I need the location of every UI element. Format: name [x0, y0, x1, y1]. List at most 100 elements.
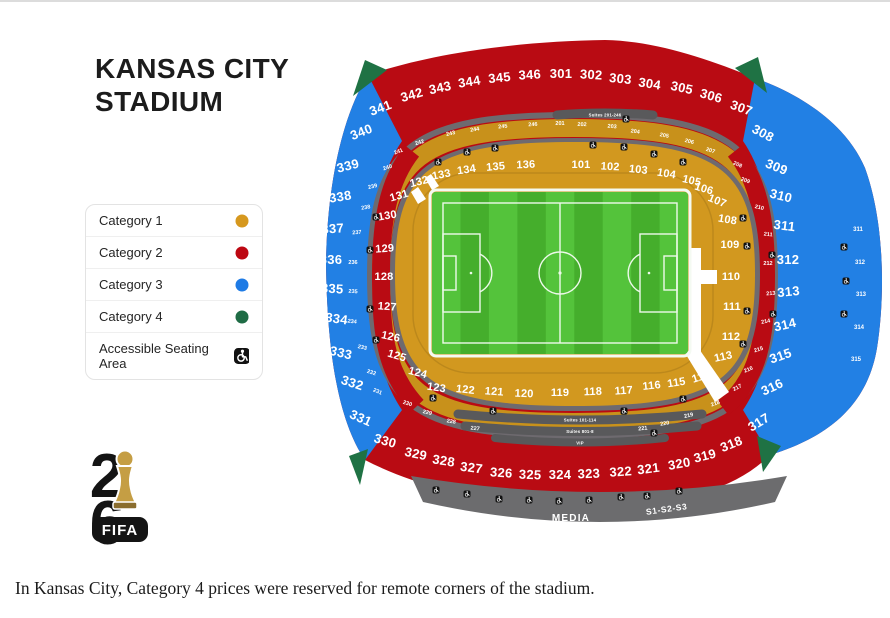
section-325[interactable]: 325	[519, 467, 542, 483]
section-230[interactable]: 230	[402, 400, 413, 408]
section-245[interactable]: 245	[498, 124, 508, 131]
section-321[interactable]: 321	[636, 460, 660, 478]
section-105[interactable]: 105	[681, 173, 702, 189]
section-218[interactable]: 218	[710, 400, 721, 409]
section-231[interactable]: 231	[372, 388, 383, 397]
section-345[interactable]: 345	[488, 69, 512, 86]
section-205[interactable]: 205	[659, 132, 669, 140]
section-246[interactable]: 246	[528, 122, 537, 128]
section-114[interactable]: 114	[690, 368, 712, 385]
section-243[interactable]: 243	[446, 130, 456, 138]
section-237[interactable]: 237	[352, 230, 362, 237]
section-130[interactable]: 130	[377, 208, 398, 223]
section-127[interactable]: 127	[377, 300, 397, 313]
category4-corner-bottom-right[interactable]	[757, 436, 781, 472]
section-234[interactable]: 234	[347, 318, 358, 325]
section-215[interactable]: 215	[753, 346, 764, 354]
section-341[interactable]: 341	[367, 97, 393, 119]
section-135[interactable]: 135	[486, 160, 506, 174]
section-104[interactable]: 104	[656, 167, 677, 182]
section-136[interactable]: 136	[516, 159, 535, 172]
section-122[interactable]: 122	[455, 383, 475, 397]
section-209[interactable]: 209	[740, 177, 751, 186]
section-302[interactable]: 302	[580, 66, 603, 82]
section-203[interactable]: 203	[607, 124, 617, 131]
section-301[interactable]: 301	[550, 66, 573, 81]
section-126[interactable]: 126	[380, 329, 401, 345]
section-305[interactable]: 305	[669, 78, 694, 97]
section-344[interactable]: 344	[457, 72, 482, 90]
section-343[interactable]: 343	[427, 78, 452, 97]
section-220[interactable]: 220	[660, 420, 670, 427]
section-311[interactable]: 311	[773, 217, 797, 235]
section-129[interactable]: 129	[375, 242, 395, 255]
section-303[interactable]: 303	[608, 70, 632, 87]
section-307[interactable]: 307	[728, 97, 754, 119]
section-314[interactable]: 314	[772, 315, 798, 335]
section-103[interactable]: 103	[628, 163, 648, 177]
section-216[interactable]: 216	[743, 366, 754, 375]
section-227[interactable]: 227	[470, 426, 480, 433]
section-338[interactable]: 338	[328, 187, 353, 205]
section-241[interactable]: 241	[393, 148, 404, 157]
category3-wedge-right[interactable]	[743, 78, 882, 455]
section-102[interactable]: 102	[600, 161, 620, 174]
section-221[interactable]: 221	[638, 426, 648, 433]
section-228[interactable]: 228	[446, 418, 456, 425]
section-326[interactable]: 326	[490, 464, 514, 481]
section-207[interactable]: 207	[705, 147, 716, 156]
section-211[interactable]: 211	[763, 232, 772, 239]
section-120[interactable]: 120	[514, 388, 533, 401]
section-217[interactable]: 217	[732, 383, 743, 393]
section-118[interactable]: 118	[584, 386, 603, 399]
section-210[interactable]: 210	[754, 204, 764, 212]
section-116[interactable]: 116	[642, 379, 662, 393]
section-124[interactable]: 124	[407, 365, 429, 381]
section-208[interactable]: 208	[732, 160, 743, 169]
section-339[interactable]: 339	[335, 156, 361, 176]
category4-corner-top-left[interactable]	[353, 60, 387, 96]
section-229[interactable]: 229	[422, 409, 432, 417]
section-312[interactable]: 312	[777, 252, 800, 267]
section-319[interactable]: 319	[692, 446, 718, 466]
section-233[interactable]: 233	[357, 344, 367, 352]
section-232[interactable]: 232	[366, 369, 377, 377]
section-outer-314[interactable]: 314	[854, 325, 865, 331]
section-125[interactable]: 125	[386, 348, 408, 365]
section-332[interactable]: 332	[339, 372, 365, 393]
section-110[interactable]: 110	[722, 271, 740, 283]
section-131[interactable]: 131	[388, 188, 410, 205]
section-335[interactable]: 335	[325, 280, 344, 296]
section-235[interactable]: 235	[348, 289, 357, 295]
section-304[interactable]: 304	[637, 74, 662, 92]
section-327[interactable]: 327	[459, 459, 483, 477]
section-outer-315[interactable]: 315	[851, 357, 862, 363]
section-112[interactable]: 112	[722, 331, 740, 343]
section-236[interactable]: 236	[348, 260, 357, 266]
section-337[interactable]: 337	[325, 220, 344, 237]
section-108[interactable]: 108	[717, 212, 738, 227]
section-242[interactable]: 242	[414, 139, 424, 147]
section-239[interactable]: 239	[368, 183, 378, 191]
section-outer-312[interactable]: 312	[855, 260, 866, 266]
section-101[interactable]: 101	[572, 159, 591, 171]
section-123[interactable]: 123	[426, 381, 446, 396]
section-219[interactable]: 219	[684, 412, 694, 420]
section-119[interactable]: 119	[551, 387, 569, 399]
section-133[interactable]: 133	[431, 167, 452, 182]
section-333[interactable]: 333	[328, 343, 353, 363]
section-204[interactable]: 204	[630, 128, 641, 135]
category4-corner-top-right[interactable]	[735, 57, 767, 93]
section-128[interactable]: 128	[375, 271, 394, 283]
suite-ring-red-left[interactable]	[371, 145, 424, 413]
section-324[interactable]: 324	[549, 467, 572, 482]
section-238[interactable]: 238	[361, 204, 371, 211]
suite-ring-red-right[interactable]	[717, 145, 776, 416]
section-306[interactable]: 306	[698, 85, 724, 106]
section-315[interactable]: 315	[767, 345, 793, 367]
section-201[interactable]: 201	[555, 121, 564, 127]
section-213[interactable]: 213	[766, 291, 776, 298]
section-323[interactable]: 323	[577, 466, 600, 482]
section-313[interactable]: 313	[777, 283, 801, 300]
section-244[interactable]: 244	[470, 126, 481, 134]
